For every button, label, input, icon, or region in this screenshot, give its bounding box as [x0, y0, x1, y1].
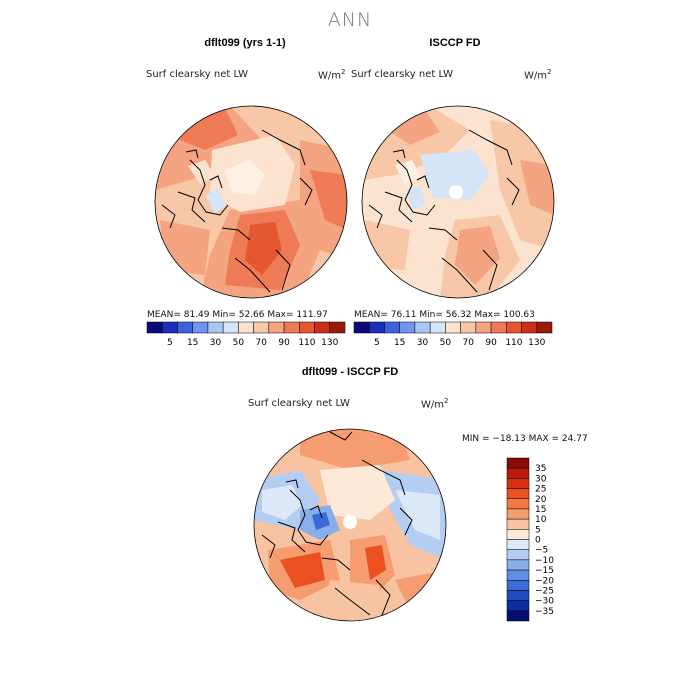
colorbar-3-tick-label: −15 — [535, 566, 554, 576]
colorbar-2-tick-label: 30 — [417, 338, 429, 348]
colorbar-2-tick-label: 90 — [485, 338, 497, 348]
colorbar-1-swatch — [238, 321, 254, 334]
colorbar-3-swatch — [506, 590, 530, 601]
colorbar-2-swatch — [429, 321, 446, 334]
colorbar-2-tick-label: 70 — [463, 338, 475, 348]
colorbar-3-swatch — [506, 478, 530, 489]
colorbar-3-swatch — [506, 559, 530, 571]
colorbar-3-tick-label: 35 — [535, 464, 546, 474]
colorbar-1-tick-label: 90 — [278, 338, 290, 348]
colorbar-2-tick-label: 5 — [374, 338, 380, 348]
colorbar-panel-2: 5 15 30 50 70 90 110 130 — [353, 321, 553, 348]
colorbar-2-swatch — [460, 321, 477, 334]
colorbar-1-tick-label: 50 — [233, 338, 245, 348]
colorbar-2-tick-label: 110 — [505, 338, 522, 348]
panel-2-variable: Surf clearsky net LW — [351, 69, 454, 80]
colorbar-3-swatch — [506, 569, 530, 581]
colorbar-3-tick-label: 0 — [535, 536, 541, 546]
panel-1-stats: MEAN= 81.49 Min= 52.66 Max= 111.97 — [147, 310, 328, 320]
colorbar-1-swatch — [146, 321, 163, 334]
colorbar-3-swatch — [506, 600, 530, 612]
colorbar-1-tick-label: 5 — [167, 338, 173, 348]
colorbar-3-tick-label: 30 — [535, 474, 547, 484]
colorbar-3-swatch — [506, 498, 530, 510]
colorbar-1-swatch — [299, 321, 315, 334]
panel-2-stats: MEAN= 76.11 Min= 56.32 Max= 100.63 — [354, 310, 535, 320]
colorbar-3-swatch — [506, 580, 530, 591]
colorbar-3-tick-label: 15 — [535, 505, 546, 515]
colorbar-2-swatch — [445, 321, 461, 334]
panel-3-title: dflt099 - ISCCP FD — [301, 366, 399, 378]
panel-1-title: dflt099 (yrs 1-1) — [204, 37, 286, 49]
colorbar-3-tick-label: −20 — [535, 576, 554, 586]
colorbar-2-swatch — [414, 321, 431, 334]
colorbar-1-tick-label: 130 — [321, 338, 338, 348]
colorbar-3-swatch — [506, 549, 530, 561]
colorbar-3-tick-label: −5 — [535, 546, 548, 556]
colorbar-3-swatch — [506, 457, 530, 469]
panel-2-title: ISCCP FD — [429, 37, 481, 49]
colorbar-3-swatch — [506, 467, 530, 479]
colorbar-2-swatch — [521, 321, 538, 334]
panel-1-variable: Surf clearsky net LW — [146, 69, 249, 80]
colorbar-1-swatch — [192, 321, 209, 334]
colorbar-1-tick-label: 70 — [256, 338, 268, 348]
map-panel-3 — [253, 428, 447, 622]
colorbar-3-swatch — [506, 488, 530, 499]
panel-3-units: W/m2 — [421, 397, 449, 411]
colorbar-1-swatch — [283, 321, 300, 334]
colorbar-2-swatch — [506, 321, 522, 334]
colorbar-3-tick-label: 10 — [535, 515, 547, 525]
colorbar-1-swatch — [207, 321, 224, 334]
colorbar-1-tick-label: 110 — [298, 338, 315, 348]
colorbar-1-swatch — [177, 321, 193, 334]
figure-suptitle: ANN — [327, 9, 373, 31]
colorbar-3-swatch — [506, 529, 530, 540]
colorbar-1-swatch — [314, 321, 331, 334]
colorbar-3-tick-label: −35 — [535, 607, 554, 617]
colorbar-3-tick-label: −30 — [535, 597, 554, 607]
colorbar-2-tick-label: 50 — [440, 338, 452, 348]
panel-2-units: W/m2 — [524, 68, 552, 82]
colorbar-3-tick-label: 25 — [535, 485, 546, 495]
colorbar-2-swatch — [384, 321, 400, 334]
colorbar-1-swatch — [253, 321, 270, 334]
colorbar-3-tick-label: −25 — [535, 586, 554, 596]
colorbar-1-tick-label: 15 — [187, 338, 198, 348]
colorbar-3-swatch — [506, 508, 530, 520]
colorbar-2-swatch — [475, 321, 492, 334]
colorbar-2-swatch — [353, 321, 370, 334]
colorbar-3-tick-label: 5 — [535, 525, 541, 535]
colorbar-1-swatch — [329, 321, 346, 334]
colorbar-1-swatch — [222, 321, 239, 334]
map-panel-1 — [154, 105, 348, 299]
colorbar-2-swatch — [490, 321, 507, 334]
colorbar-2-swatch — [536, 321, 553, 334]
colorbar-3-tick-label: −10 — [535, 556, 554, 566]
panel-1-units: W/m2 — [318, 68, 346, 82]
colorbar-1-swatch — [268, 321, 285, 334]
colorbar-1-tick-label: 30 — [210, 338, 222, 348]
colorbar-panel-1: 5 15 30 50 70 90 110 130 — [146, 321, 346, 348]
panel-3-variable: Surf clearsky net LW — [248, 398, 351, 409]
panel-3-stats: MIN = −18.13 MAX = 24.77 — [462, 434, 588, 444]
colorbar-2-swatch — [368, 321, 385, 334]
colorbar-2-tick-label: 15 — [394, 338, 405, 348]
colorbar-3-swatch — [506, 518, 530, 530]
colorbar-3-swatch — [506, 610, 530, 622]
colorbar-1-swatch — [161, 321, 178, 334]
colorbar-2-tick-label: 130 — [528, 338, 545, 348]
map-panel-2 — [361, 105, 555, 299]
colorbar-3-tick-label: 20 — [535, 495, 547, 505]
colorbar-2-swatch — [399, 321, 416, 334]
colorbar-3-swatch — [506, 539, 530, 550]
